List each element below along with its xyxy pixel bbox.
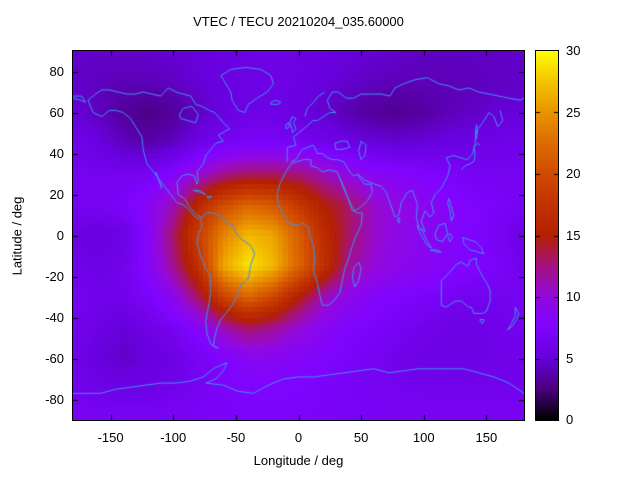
y-tick-label: 40 — [49, 145, 64, 161]
colorbar-tick-label: 5 — [566, 350, 574, 366]
y-tick-label: -40 — [45, 309, 64, 325]
colorbar-tick-label: 15 — [566, 227, 581, 243]
x-tick-label: -50 — [226, 430, 246, 445]
y-tick-label: -20 — [45, 268, 64, 284]
colorbar — [535, 50, 559, 421]
colorbar-canvas — [536, 51, 558, 420]
x-tick-label: -150 — [97, 430, 124, 445]
x-tick-label: 150 — [475, 430, 498, 445]
y-tick-label: -80 — [45, 391, 64, 407]
colorbar-tick-label: 30 — [566, 43, 581, 58]
colorbar-tick-label: 10 — [566, 289, 581, 304]
x-axis-label: Longitude / deg — [253, 453, 344, 468]
y-tick-label: 0 — [56, 227, 64, 243]
colorbar-tick-label: 20 — [566, 166, 581, 181]
heatmap-canvas — [73, 51, 524, 420]
x-tick-label: 100 — [412, 430, 435, 445]
y-tick-label: -60 — [45, 350, 64, 366]
y-tick-label: 20 — [49, 186, 64, 202]
colorbar-tick-label: 0 — [566, 412, 574, 427]
y-tick-label: 60 — [49, 104, 64, 120]
colorbar-tick-label: 25 — [566, 104, 581, 120]
x-tick-label: 0 — [294, 430, 303, 445]
x-tick-label: 50 — [353, 430, 369, 445]
x-tick-label: -100 — [160, 430, 187, 445]
chart-title: VTEC / TECU 20210204_035.60000 — [193, 14, 404, 29]
map-plot-area — [72, 50, 525, 421]
y-tick-label: 80 — [49, 63, 64, 79]
